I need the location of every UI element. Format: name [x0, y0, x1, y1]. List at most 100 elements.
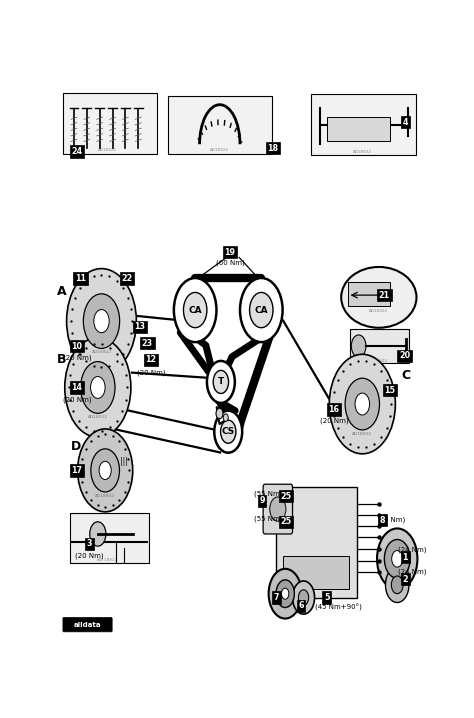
- Text: CS: CS: [222, 427, 235, 437]
- Text: 10: 10: [72, 342, 82, 350]
- FancyBboxPatch shape: [311, 95, 416, 155]
- Text: AD18922: AD18922: [91, 350, 111, 354]
- FancyBboxPatch shape: [70, 513, 149, 563]
- Circle shape: [91, 376, 105, 398]
- Text: (9 Nm): (9 Nm): [382, 517, 406, 523]
- Text: AD18922: AD18922: [95, 495, 115, 498]
- Text: 5: 5: [324, 593, 329, 602]
- Circle shape: [220, 420, 236, 443]
- Text: AD 18922: AD 18922: [218, 436, 238, 440]
- Text: (20 Nm): (20 Nm): [320, 417, 348, 424]
- Circle shape: [91, 449, 119, 492]
- Text: 2: 2: [402, 575, 408, 584]
- Text: 25: 25: [281, 517, 292, 526]
- Text: (60 Nm): (60 Nm): [216, 260, 245, 266]
- Circle shape: [94, 309, 109, 332]
- Text: 22: 22: [122, 274, 133, 283]
- Text: AD18922: AD18922: [210, 149, 229, 152]
- Text: 17: 17: [72, 466, 82, 475]
- Ellipse shape: [341, 267, 417, 327]
- Circle shape: [66, 269, 137, 373]
- Text: 12: 12: [146, 355, 156, 364]
- Text: alldata: alldata: [74, 622, 101, 628]
- Text: B: B: [57, 353, 66, 365]
- Circle shape: [299, 589, 309, 605]
- Text: 8: 8: [380, 516, 385, 525]
- Circle shape: [282, 588, 289, 600]
- Text: 24: 24: [71, 147, 82, 156]
- Text: AD18922: AD18922: [353, 151, 372, 156]
- Text: 4: 4: [403, 118, 409, 126]
- Circle shape: [99, 461, 111, 480]
- Text: 20: 20: [399, 351, 410, 360]
- Text: AD18922: AD18922: [88, 415, 108, 419]
- Text: AD18922: AD18922: [210, 150, 229, 154]
- Text: (20 Nm): (20 Nm): [63, 355, 91, 361]
- Text: CA: CA: [255, 306, 268, 314]
- Text: (20 Nm): (20 Nm): [137, 369, 165, 376]
- Text: (24 Nm): (24 Nm): [398, 569, 426, 575]
- Circle shape: [213, 370, 228, 393]
- Circle shape: [183, 292, 207, 327]
- Circle shape: [392, 576, 403, 594]
- Text: (55 Nm): (55 Nm): [255, 516, 283, 522]
- Text: (55 Nm): (55 Nm): [255, 491, 283, 498]
- Text: 25: 25: [281, 492, 292, 501]
- Circle shape: [377, 528, 418, 589]
- Circle shape: [270, 497, 286, 521]
- Text: 3: 3: [87, 539, 92, 549]
- Circle shape: [250, 292, 273, 327]
- Circle shape: [223, 414, 228, 421]
- Circle shape: [207, 361, 235, 403]
- Text: T: T: [218, 378, 224, 386]
- Circle shape: [65, 337, 131, 437]
- Text: AD18922: AD18922: [98, 150, 117, 154]
- Circle shape: [351, 335, 366, 357]
- Text: C: C: [401, 369, 410, 382]
- Circle shape: [78, 429, 133, 512]
- Text: 21: 21: [379, 291, 390, 299]
- Circle shape: [384, 539, 410, 578]
- Text: 23: 23: [142, 339, 153, 348]
- Circle shape: [355, 393, 370, 415]
- Text: 13: 13: [135, 322, 146, 331]
- Text: 14: 14: [72, 383, 82, 392]
- Circle shape: [174, 278, 217, 342]
- FancyBboxPatch shape: [350, 330, 409, 363]
- Text: AD18922: AD18922: [98, 149, 117, 152]
- Text: AD 18922: AD 18922: [97, 558, 117, 562]
- Circle shape: [216, 409, 223, 419]
- Text: AD18922: AD18922: [353, 150, 372, 154]
- Text: AD18922: AD18922: [369, 359, 388, 363]
- Text: CA: CA: [188, 306, 202, 314]
- Text: 9: 9: [259, 496, 265, 505]
- FancyBboxPatch shape: [276, 487, 357, 597]
- Circle shape: [214, 411, 242, 453]
- Circle shape: [240, 278, 283, 342]
- Text: A: A: [57, 285, 67, 298]
- Text: AD18922: AD18922: [369, 309, 388, 313]
- Circle shape: [385, 567, 409, 602]
- Text: (24 Nm): (24 Nm): [398, 546, 426, 553]
- Text: 11: 11: [75, 274, 86, 283]
- Text: 6: 6: [298, 602, 304, 610]
- FancyBboxPatch shape: [283, 556, 349, 589]
- Text: 1: 1: [402, 553, 408, 561]
- FancyBboxPatch shape: [63, 93, 156, 154]
- Text: 16: 16: [328, 405, 339, 414]
- Text: 19: 19: [225, 248, 236, 256]
- Circle shape: [269, 569, 301, 619]
- FancyBboxPatch shape: [328, 116, 390, 141]
- Text: 7: 7: [274, 593, 280, 602]
- FancyBboxPatch shape: [63, 617, 112, 632]
- Text: (20 Nm): (20 Nm): [63, 397, 91, 404]
- FancyBboxPatch shape: [168, 95, 272, 154]
- Text: 15: 15: [384, 386, 395, 395]
- Circle shape: [345, 378, 380, 430]
- Text: AD18922: AD18922: [352, 432, 372, 436]
- Circle shape: [276, 580, 294, 607]
- Circle shape: [392, 551, 403, 567]
- Circle shape: [292, 581, 315, 614]
- Text: (45 Nm+90°): (45 Nm+90°): [315, 603, 362, 610]
- Circle shape: [81, 362, 115, 414]
